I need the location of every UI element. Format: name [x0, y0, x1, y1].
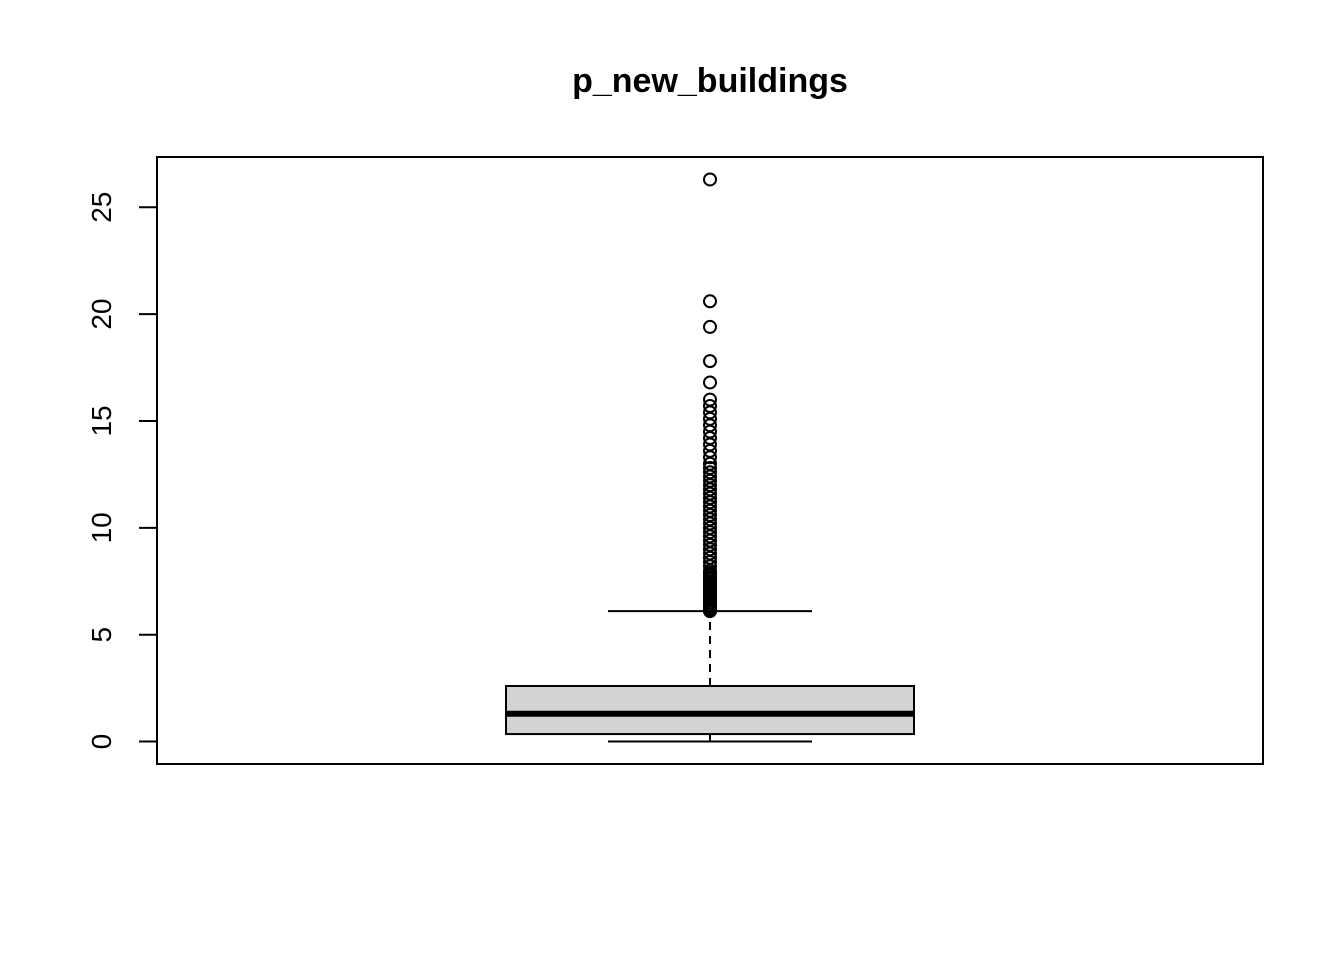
outlier-point — [703, 354, 717, 369]
y-tick-label: 5 — [86, 627, 117, 643]
y-axis: 0 5 10 15 20 25 — [86, 192, 158, 750]
y-tick-label: 25 — [86, 192, 117, 223]
box-group — [505, 610, 915, 743]
outlier-point — [703, 294, 717, 309]
outlier-point — [703, 392, 717, 407]
chart-title: p_new_buildings — [572, 62, 848, 100]
plot-frame — [156, 156, 1264, 765]
outlier-point — [703, 172, 717, 187]
y-tick-label: 10 — [86, 512, 117, 543]
outlier-group — [703, 172, 717, 619]
y-tick-label: 0 — [86, 734, 117, 750]
outlier-point — [703, 375, 717, 390]
outlier-point — [703, 319, 717, 334]
outlier-point — [703, 460, 717, 475]
y-tick-label: 15 — [86, 405, 117, 436]
y-tick-label: 20 — [86, 299, 117, 330]
iqr-box — [505, 684, 915, 736]
outlier-point — [703, 398, 717, 413]
outlier-point — [703, 465, 717, 480]
